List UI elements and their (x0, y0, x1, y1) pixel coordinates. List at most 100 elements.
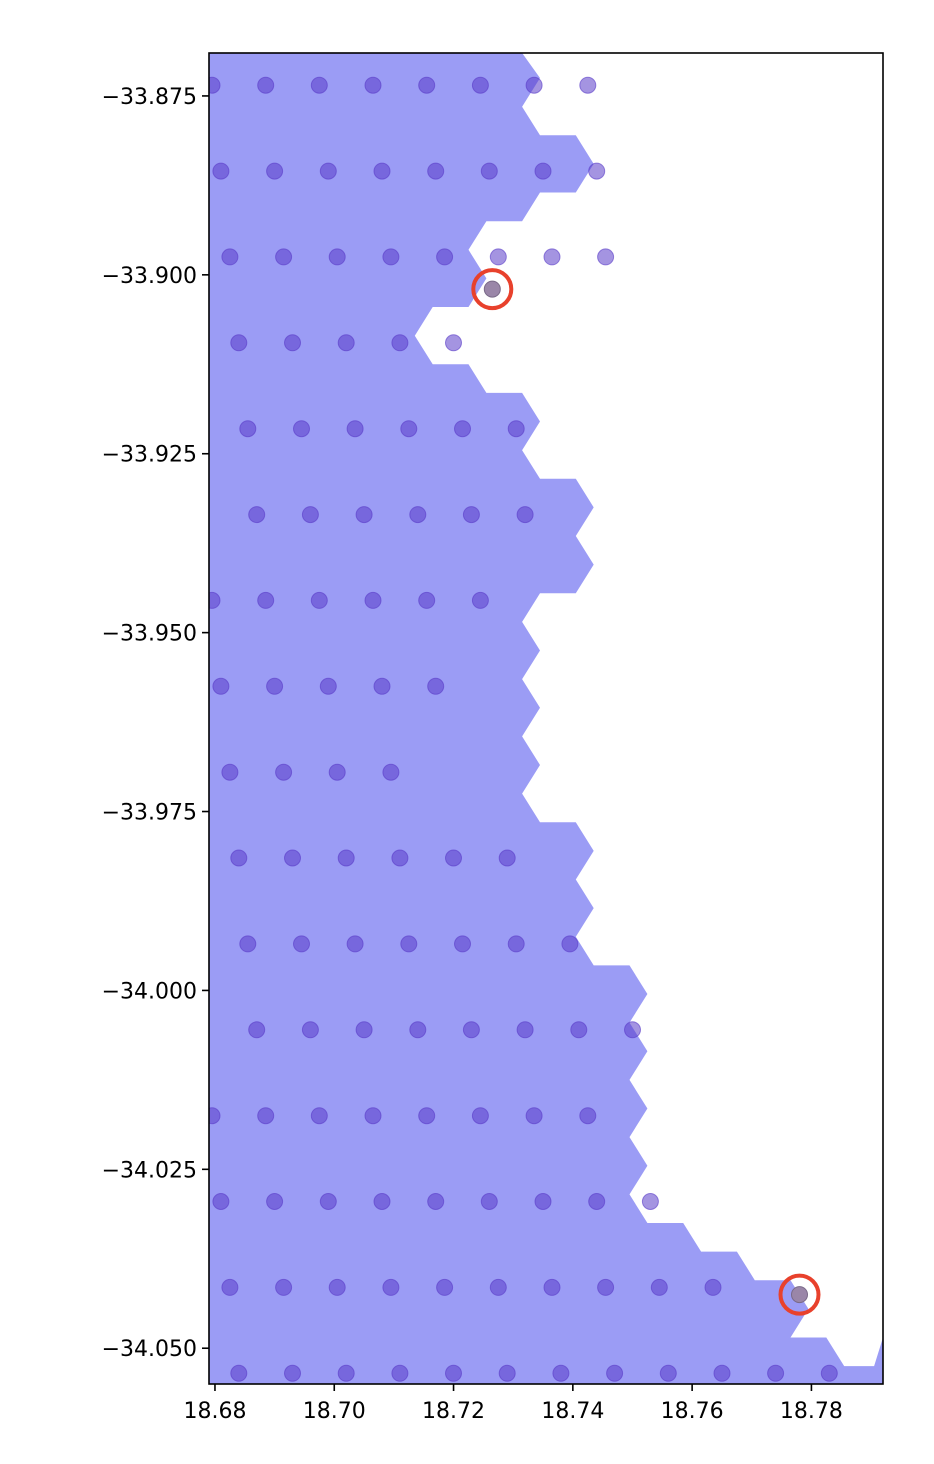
scatter-point (436, 1278, 454, 1296)
scatter-point (454, 935, 471, 953)
scatter-point (498, 1364, 516, 1382)
scatter-point (257, 76, 275, 94)
scatter-point (507, 420, 525, 438)
scatter-point (355, 1021, 373, 1039)
scatter-point (445, 849, 462, 867)
scatter-point (209, 591, 221, 609)
scatter-point (525, 76, 543, 94)
scatter-point (284, 334, 301, 352)
y-tick-label: −33.975 (102, 801, 197, 826)
scatter-point (767, 1364, 785, 1382)
scatter-point (704, 1278, 722, 1296)
scatter-point (275, 248, 293, 266)
scatter-point (284, 1364, 301, 1382)
scatter-point (570, 1021, 588, 1039)
scatter-point (427, 1193, 445, 1210)
scatter-point (820, 1364, 838, 1382)
scatter-point (301, 1021, 319, 1039)
x-tick-label: 18.78 (780, 1399, 843, 1424)
scatter-point (230, 1364, 248, 1382)
scatter-point (597, 248, 615, 266)
scatter-points-layer (209, 76, 838, 1382)
y-tick-label: −33.875 (102, 85, 197, 110)
scatter-point (624, 1021, 641, 1039)
x-tick-label: 18.72 (422, 1399, 485, 1424)
scatter-point (480, 162, 498, 180)
scatter-point (409, 1021, 427, 1039)
highlight-ring (471, 268, 514, 311)
plot-frame (208, 52, 884, 1385)
scatter-point (641, 1193, 659, 1210)
scatter-point (650, 1278, 668, 1296)
scatter-point (293, 935, 310, 953)
scatter-point (471, 76, 489, 94)
scatter-point (373, 162, 391, 180)
scatter-point (534, 1193, 552, 1210)
scatter-point (310, 76, 328, 94)
scatter-point (418, 76, 436, 94)
scatter-point (516, 1021, 534, 1039)
x-axis: 18.68 18.70 18.72 18.74 18.76 18.78 (183, 1384, 843, 1424)
x-tick-label: 18.74 (541, 1399, 604, 1424)
scatter-point (525, 1107, 543, 1125)
scatter-point (588, 1193, 606, 1210)
scatter-point (257, 1107, 275, 1125)
scatter-point (310, 1107, 328, 1125)
scatter-point (409, 506, 427, 524)
scatter-point (337, 334, 355, 352)
scatter-point (391, 334, 409, 352)
scatter-point (391, 849, 409, 867)
scatter-point (507, 935, 525, 953)
scatter-point (328, 248, 346, 266)
scatter-point (212, 677, 230, 695)
highlight-ring (778, 1273, 821, 1316)
scatter-point (498, 849, 516, 867)
scatter-point (319, 1193, 337, 1210)
x-tick-label: 18.68 (183, 1399, 246, 1424)
scatter-point (480, 1193, 498, 1210)
scatter-point (445, 334, 462, 352)
scatter-point (400, 935, 418, 953)
scatter-point (284, 849, 301, 867)
plot-data-layer (209, 53, 883, 1384)
x-tick-label: 18.76 (661, 1399, 724, 1424)
scatter-point (346, 935, 364, 953)
scatter-point (561, 935, 579, 953)
scatter-point (427, 162, 445, 180)
scatter-point (471, 591, 489, 609)
scatter-point (516, 506, 534, 524)
scatter-point (400, 420, 418, 438)
scatter-point (489, 1278, 507, 1296)
scatter-point (212, 162, 230, 180)
scatter-point (337, 1364, 355, 1382)
scatter-point (454, 420, 471, 438)
x-tick-label: 18.70 (303, 1399, 366, 1424)
scatter-point (552, 1364, 570, 1382)
scatter-point (221, 248, 239, 266)
scatter-point (436, 248, 454, 266)
scatter-point (382, 1278, 400, 1296)
scatter-point (355, 506, 373, 524)
scatter-point (471, 1107, 489, 1125)
scatter-point (606, 1364, 624, 1382)
scatter-point (248, 1021, 266, 1039)
scatter-point (713, 1364, 731, 1382)
y-tick-label: −33.925 (102, 443, 197, 468)
scatter-point (221, 1278, 239, 1296)
scatter-point (239, 420, 257, 438)
scatter-point (659, 1364, 677, 1382)
y-tick-label: −34.000 (102, 979, 197, 1004)
scatter-point (275, 1278, 293, 1296)
scatter-point (209, 1107, 221, 1125)
scatter-point (597, 1278, 615, 1296)
y-axis: −33.875 −33.900 −33.925 −33.950 −33.975 −34.0… (102, 85, 209, 1362)
scatter-point (319, 162, 337, 180)
scatter-point (588, 162, 606, 180)
scatter-point (212, 1193, 230, 1210)
scatter-point (579, 1107, 597, 1125)
scatter-point (293, 420, 310, 438)
scatter-point (230, 334, 248, 352)
scatter-point (364, 1107, 382, 1125)
scatter-point (346, 420, 364, 438)
